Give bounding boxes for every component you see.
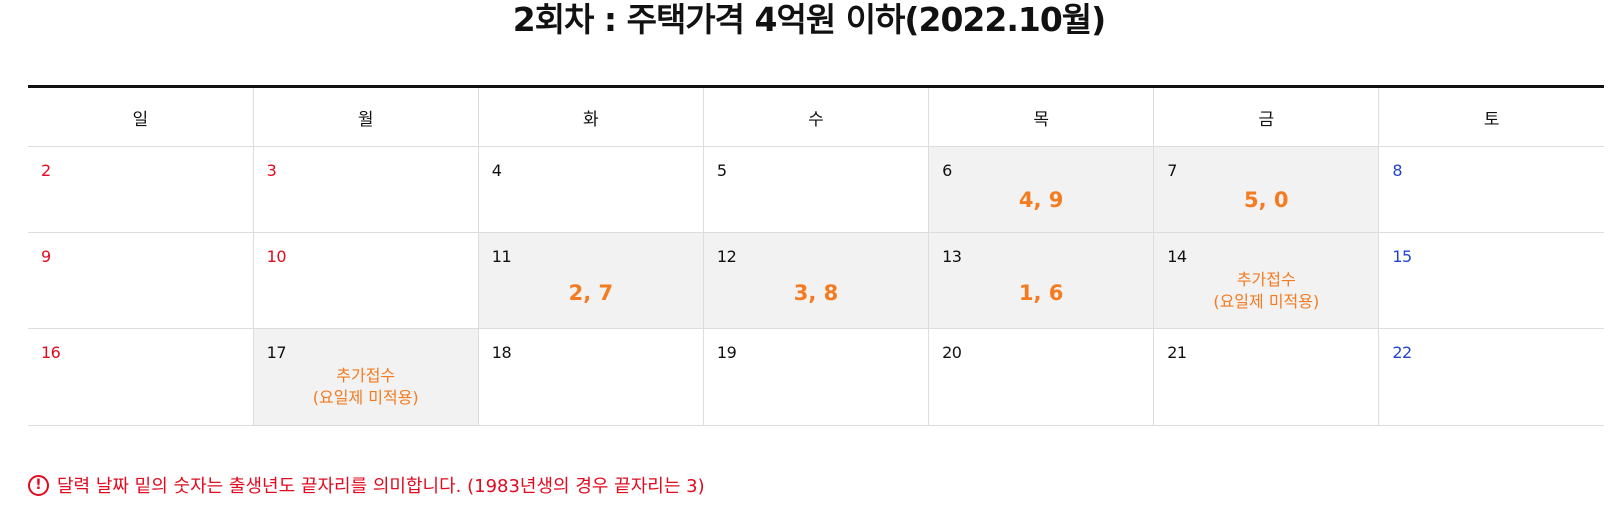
weekday-mon: 월: [253, 86, 479, 147]
day-cell: 20: [928, 328, 1155, 426]
weekday-sat: 토: [1378, 86, 1604, 147]
birth-year-digits: 2, 7: [568, 281, 614, 305]
date-number: 19: [716, 343, 737, 362]
day-cell: 16: [28, 328, 254, 426]
day-cell: 2: [28, 146, 254, 233]
date-number: 13: [942, 247, 962, 266]
weekday-tue: 화: [478, 86, 704, 147]
day-cell: 19: [703, 328, 930, 426]
date-number: 21: [1167, 343, 1187, 362]
day-cell: 11 2, 7: [478, 232, 704, 329]
day-cell: 6 4, 9: [928, 146, 1155, 233]
day-cell: 14 추가접수 (요일제 미적용): [1153, 232, 1380, 329]
date-number: 11: [491, 247, 512, 266]
day-cell: 15: [1378, 232, 1604, 329]
date-number: 2: [41, 161, 51, 180]
birth-year-digits: 3, 8: [793, 281, 839, 305]
day-cell: 3: [253, 146, 479, 233]
day-cell: 12 3, 8: [703, 232, 930, 329]
date-number: 22: [1392, 343, 1412, 362]
week-row: 2 3 4 5 6 4, 9 7 5, 0 8: [28, 146, 1604, 233]
date-number: 12: [716, 247, 737, 266]
day-cell: 22: [1378, 328, 1604, 426]
weekday-thu: 목: [928, 86, 1155, 147]
date-number: 8: [1392, 161, 1403, 180]
week-row: 16 17 추가접수 (요일제 미적용) 18 19 20 21 22: [28, 328, 1604, 426]
weekday-header-row: 일 월 화 수 목 금 토: [28, 86, 1604, 147]
date-number: 9: [41, 247, 51, 266]
date-number: 16: [41, 343, 61, 362]
footnote: ! 달력 날짜 밑의 숫자는 출생년도 끝자리를 의미합니다. (1983년생의…: [28, 472, 705, 498]
day-cell: 4: [478, 146, 704, 233]
date-number: 20: [942, 343, 962, 362]
date-number: 4: [491, 161, 502, 180]
footnote-text: 달력 날짜 밑의 숫자는 출생년도 끝자리를 의미합니다. (1983년생의 경…: [57, 476, 705, 497]
birth-year-digits: 5, 0: [1244, 188, 1289, 212]
day-cell: 21: [1153, 328, 1380, 426]
date-number: 14: [1167, 247, 1187, 266]
additional-application-note: 추가접수 (요일제 미적용): [312, 366, 419, 407]
page-title: 2회차 : 주택가격 4억원 이하(2022.10월): [512, 0, 1107, 39]
date-number: 10: [266, 247, 287, 266]
day-cell: 5: [703, 146, 930, 233]
date-number: 15: [1392, 247, 1412, 266]
day-cell: 13 1, 6: [928, 232, 1155, 329]
date-number: 18: [491, 343, 512, 362]
weekday-sun: 일: [28, 86, 254, 147]
date-number: 6: [942, 161, 952, 180]
day-cell: 17 추가접수 (요일제 미적용): [253, 328, 479, 426]
week-row: 9 10 11 2, 7 12 3, 8 13 1, 6 14 추가접수 (요일…: [28, 232, 1604, 329]
day-cell: 18: [478, 328, 704, 426]
alert-icon: !: [28, 474, 49, 496]
day-cell: 7 5, 0: [1153, 146, 1380, 233]
calendar-table: 일 월 화 수 목 금 토 2 3 4 5 6 4, 9 7 5, 0 8 9: [28, 85, 1604, 426]
day-cell: 8: [1378, 146, 1604, 233]
date-number: 7: [1167, 161, 1177, 180]
additional-application-note: 추가접수 (요일제 미적용): [1213, 270, 1320, 311]
date-number: 17: [266, 343, 287, 362]
birth-year-digits: 4, 9: [1018, 188, 1064, 212]
day-cell: 9: [28, 232, 254, 329]
date-number: 3: [266, 161, 277, 180]
weekday-wed: 수: [703, 86, 930, 147]
date-number: 5: [716, 161, 727, 180]
weekday-fri: 금: [1153, 86, 1380, 147]
birth-year-digits: 1, 6: [1018, 281, 1064, 305]
day-cell: 10: [253, 232, 479, 329]
